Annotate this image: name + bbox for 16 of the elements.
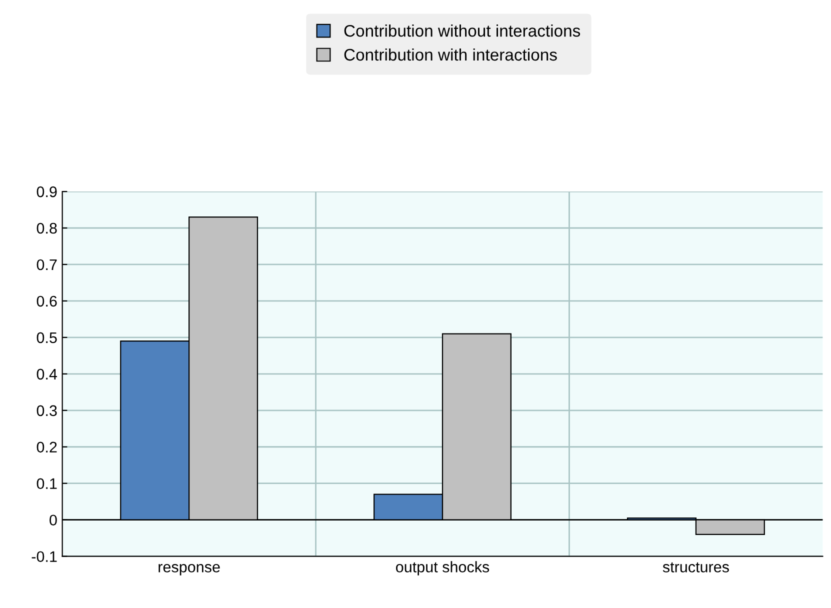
y-tick-label: 0.3 xyxy=(36,405,57,416)
x-tick-label: response xyxy=(158,564,220,576)
y-tick-label: 0.1 xyxy=(36,478,57,490)
y-tick-label: 0.5 xyxy=(36,332,57,344)
y-tick-label: 0.2 xyxy=(36,442,57,453)
x-tick-label: output shocks xyxy=(396,561,490,576)
y-tick-label: -0.1 xyxy=(32,551,57,562)
x-tick-label: structures xyxy=(662,562,729,572)
y-tick-label: 0.6 xyxy=(36,296,57,307)
y-tick-label: 0.4 xyxy=(36,368,58,380)
legend-label: Contribution without interactions xyxy=(344,24,580,37)
y-tick-label: 0.9 xyxy=(36,186,57,198)
y-tick-label: 0.7 xyxy=(36,259,57,270)
legend-label: Contribution with interactions xyxy=(344,48,557,61)
y-tick-label: 0 xyxy=(50,514,57,526)
y-tick-label: 0.8 xyxy=(36,222,57,234)
